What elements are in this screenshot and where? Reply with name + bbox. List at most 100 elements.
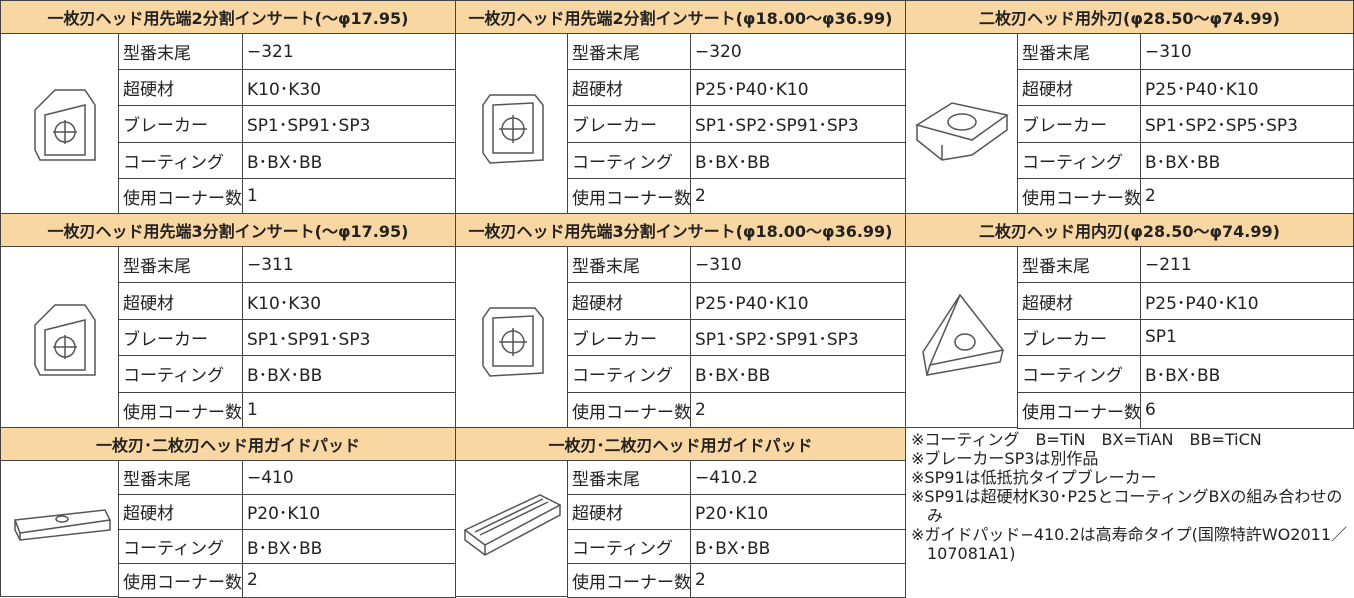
insert-icon — [482, 307, 544, 377]
block-title: 一枚刃･二枚刃ヘッド用ガイドパッド — [455, 427, 906, 461]
note: ※SP91は超硬材K30･P25とコーティングBXの組み合わせのみ — [911, 487, 1343, 525]
spec-value: B･BX･BB — [690, 528, 906, 564]
pad-icon — [13, 509, 112, 541]
image-cell — [0, 246, 119, 428]
image-cell — [905, 246, 1018, 428]
spec-value: B･BX･BB — [242, 141, 456, 179]
spec-label: ブレーカー — [1017, 318, 1141, 357]
notes: ※コーティング B=TiN BX=TiAN BB=TiCN ※ブレーカーSP3は別… — [911, 430, 1351, 563]
spec-value: −321 — [242, 33, 456, 71]
spec-label: ブレーカー — [1017, 105, 1141, 143]
block-title: 二枚刃ヘッド用外刃(φ28.50〜φ74.99) — [905, 0, 1354, 34]
spec-value: −311 — [242, 246, 456, 284]
spec-label: 使用コーナー数 — [118, 391, 243, 429]
spec-value: 6 — [1140, 391, 1354, 429]
insert-icon — [34, 89, 96, 161]
spec-value: 1 — [242, 177, 456, 215]
spec-value: SP1･SP2･SP5･SP3 — [1140, 105, 1354, 143]
spec-value: B･BX･BB — [690, 141, 906, 179]
note: ※SP91は低抵抗タイプブレーカー — [911, 468, 1157, 487]
spec-value: B･BX･BB — [242, 355, 456, 393]
spec-value: 1 — [242, 391, 456, 429]
spec-value: SP1･SP2･SP91･SP3 — [690, 318, 906, 357]
spec-value: P25･P40･K10 — [1140, 69, 1354, 107]
spec-label: ブレーカー — [567, 105, 691, 143]
insert-icon — [915, 102, 1009, 161]
image-cell — [0, 33, 119, 214]
spec-value: SP1 — [1140, 318, 1354, 357]
note: ※ガイドパッド−410.2は高寿命タイプ(国際特許WO2011／107081A1… — [911, 525, 1347, 563]
insert-icon — [482, 94, 544, 164]
spec-value: P20･K10 — [242, 494, 456, 530]
spec-label: コーティング — [118, 141, 243, 179]
spec-label: 型番末尾 — [567, 460, 691, 496]
spec-value: K10･K30 — [242, 282, 456, 320]
spec-label: 超硬材 — [567, 282, 691, 320]
spec-label: 使用コーナー数 — [1017, 391, 1141, 429]
spec-value: 2 — [690, 562, 906, 598]
spec-label: 型番末尾 — [118, 33, 243, 71]
spec-label: 使用コーナー数 — [567, 562, 691, 598]
spec-label: 超硬材 — [118, 69, 243, 107]
spec-label: 超硬材 — [567, 494, 691, 530]
note: ※ブレーカーSP3は別作品 — [911, 449, 1099, 468]
block-title: 一枚刃ヘッド用先端2分割インサート(φ18.00〜φ36.99) — [455, 0, 906, 34]
spec-label: 型番末尾 — [567, 33, 691, 71]
spec-value: 2 — [690, 391, 906, 429]
spec-label: 型番末尾 — [1017, 33, 1141, 71]
spec-value: −310 — [690, 246, 906, 284]
image-cell — [455, 246, 568, 428]
block-title: 一枚刃ヘッド用先端3分割インサート(〜φ17.95) — [0, 213, 456, 247]
insert-icon — [34, 304, 96, 376]
spec-value: SP1･SP2･SP91･SP3 — [690, 105, 906, 143]
spec-value: B･BX･BB — [690, 355, 906, 393]
spec-label: コーティング — [118, 355, 243, 393]
block-title: 一枚刃ヘッド用先端3分割インサート(φ18.00〜φ36.99) — [455, 213, 906, 247]
spec-value: −410.2 — [690, 460, 906, 496]
insert-icon — [922, 293, 1005, 376]
spec-value: B･BX･BB — [1140, 141, 1354, 179]
spec-label: 使用コーナー数 — [118, 177, 243, 215]
spec-value: P25･P40･K10 — [690, 282, 906, 320]
spec-label: 型番末尾 — [567, 246, 691, 284]
spec-label: 超硬材 — [118, 494, 243, 530]
spec-label: 型番末尾 — [118, 460, 243, 496]
spec-label: 使用コーナー数 — [1017, 177, 1141, 215]
spec-value: −211 — [1140, 246, 1354, 284]
spec-label: コーティング — [567, 355, 691, 393]
spec-value: P25･P40･K10 — [690, 69, 906, 107]
image-cell — [0, 460, 119, 597]
spec-value: P25･P40･K10 — [1140, 282, 1354, 320]
spec-value: B･BX･BB — [242, 528, 456, 564]
spec-value: 2 — [1140, 177, 1354, 215]
spec-label: 使用コーナー数 — [567, 391, 691, 429]
spec-value: SP1･SP91･SP3 — [242, 105, 456, 143]
note: ※コーティング B=TiN BX=TiAN BB=TiCN — [911, 430, 1262, 449]
spec-label: ブレーカー — [118, 105, 243, 143]
spec-label: コーティング — [567, 141, 691, 179]
spec-value: −320 — [690, 33, 906, 71]
spec-label: コーティング — [118, 528, 243, 564]
image-cell — [455, 460, 568, 597]
spec-label: 型番末尾 — [118, 246, 243, 284]
block-title: 一枚刃ヘッド用先端2分割インサート(〜φ17.95) — [0, 0, 456, 34]
spec-value: B･BX･BB — [1140, 355, 1354, 393]
spec-label: コーティング — [1017, 355, 1141, 393]
spec-label: 超硬材 — [1017, 69, 1141, 107]
spec-value: P20･K10 — [690, 494, 906, 530]
spec-value: K10･K30 — [242, 69, 456, 107]
block-title: 二枚刃ヘッド用内刃(φ28.50〜φ74.99) — [905, 213, 1354, 247]
image-cell — [455, 33, 568, 214]
spec-value: 2 — [242, 562, 456, 598]
spec-label: 超硬材 — [118, 282, 243, 320]
spec-label: コーティング — [1017, 141, 1141, 179]
spec-label: ブレーカー — [567, 318, 691, 357]
spec-label: コーティング — [567, 528, 691, 564]
block-title: 一枚刃･二枚刃ヘッド用ガイドパッド — [0, 427, 456, 461]
spec-value: SP1･SP91･SP3 — [242, 318, 456, 357]
spec-value: 2 — [690, 177, 906, 215]
pad-icon — [463, 494, 562, 556]
spec-label: 超硬材 — [1017, 282, 1141, 320]
spec-label: 使用コーナー数 — [118, 562, 243, 598]
spec-label: 型番末尾 — [1017, 246, 1141, 284]
